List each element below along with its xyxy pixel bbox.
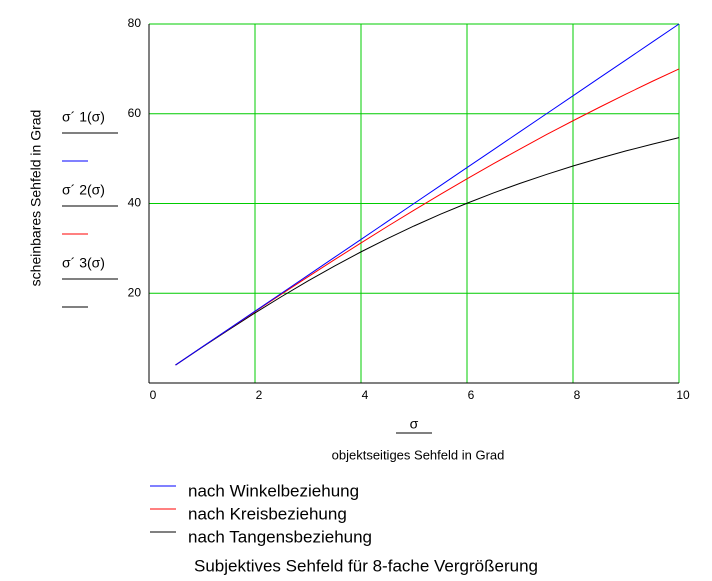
- y-tick-label: 60: [128, 106, 142, 120]
- x-tick-label: 8: [574, 388, 581, 402]
- x-axis-label: objektseitiges Sehfeld in Grad: [332, 447, 505, 462]
- x-tick-label: 0: [150, 388, 157, 402]
- y-tick-label: 40: [128, 196, 142, 210]
- x-tick-label: 10: [676, 388, 690, 402]
- legend-label: nach Kreisbeziehung: [188, 504, 347, 523]
- x-symbol: σ: [410, 416, 419, 432]
- legend-label: nach Tangensbeziehung: [188, 527, 372, 546]
- x-tick-label: 6: [468, 388, 475, 402]
- trace-label: σ´ 3(σ): [62, 255, 105, 271]
- x-tick-label: 4: [362, 388, 369, 402]
- y-tick-label: 20: [128, 285, 142, 299]
- series-line: [175, 23, 680, 366]
- trace-label: σ´ 2(σ): [62, 182, 105, 198]
- x-tick-label: 2: [256, 388, 263, 402]
- y-tick-label: 80: [128, 16, 142, 30]
- chart-title: Subjektives Sehfeld für 8-fache Vergröße…: [194, 556, 538, 575]
- y-axis-label: scheinbares Sehfeld in Grad: [28, 110, 44, 287]
- trace-label: σ´ 1(σ): [62, 109, 105, 125]
- series-line: [175, 137, 680, 366]
- legend-label: nach Winkelbeziehung: [188, 481, 359, 500]
